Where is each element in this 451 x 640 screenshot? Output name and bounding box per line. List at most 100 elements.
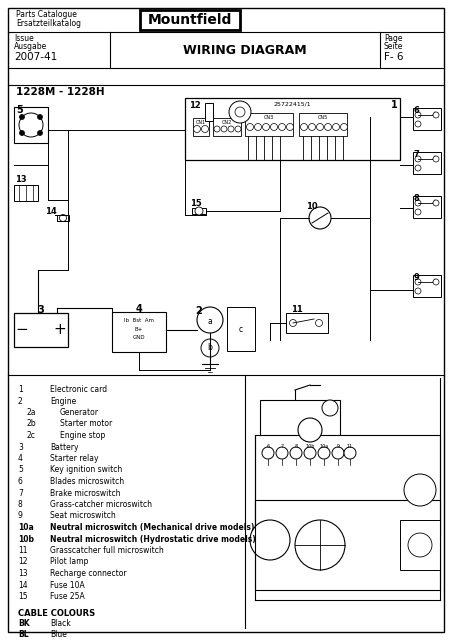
Circle shape [432, 156, 438, 162]
Text: 7: 7 [18, 488, 23, 497]
Circle shape [340, 124, 347, 131]
Text: +: + [54, 323, 66, 337]
Circle shape [235, 126, 240, 132]
Text: Generator: Generator [60, 408, 99, 417]
Text: 10: 10 [305, 202, 317, 211]
Text: 1: 1 [18, 385, 23, 394]
Text: Brake microswitch: Brake microswitch [50, 488, 120, 497]
Text: Engine: Engine [50, 397, 76, 406]
Bar [244, 113, 292, 136]
Bar [285, 313, 327, 333]
Text: a: a [207, 317, 212, 326]
Text: CN2: CN2 [221, 120, 232, 125]
Bar [226, 307, 254, 351]
Circle shape [270, 124, 277, 131]
Text: 2c: 2c [27, 431, 36, 440]
Text: 12: 12 [18, 557, 28, 566]
Text: Ersatzteilkatalog: Ersatzteilkatalog [16, 19, 81, 28]
Text: Blue: Blue [50, 630, 67, 639]
Circle shape [19, 115, 24, 120]
Text: 2a: 2a [27, 408, 37, 417]
Circle shape [321, 400, 337, 416]
Text: Electronic card: Electronic card [50, 385, 107, 394]
Text: 2b: 2b [27, 419, 37, 429]
Bar [192, 208, 206, 214]
Circle shape [407, 533, 431, 557]
Text: 7: 7 [280, 444, 283, 449]
Text: 9: 9 [336, 444, 339, 449]
Circle shape [227, 126, 234, 132]
Text: Black: Black [50, 620, 71, 628]
Text: 4: 4 [18, 454, 23, 463]
Text: 2: 2 [18, 397, 23, 406]
Circle shape [60, 214, 66, 221]
Text: 14: 14 [45, 207, 57, 216]
Circle shape [246, 124, 253, 131]
Bar [399, 520, 439, 570]
Text: Pilot lamp: Pilot lamp [50, 557, 88, 566]
Circle shape [249, 520, 290, 560]
Text: CN3: CN3 [263, 115, 273, 120]
Circle shape [201, 125, 208, 132]
Text: 1: 1 [391, 100, 397, 110]
Text: 14: 14 [18, 580, 28, 589]
Text: 13: 13 [18, 569, 28, 578]
Bar [14, 313, 68, 347]
Text: CABLE COLOURS: CABLE COLOURS [18, 609, 95, 618]
Text: 10b: 10b [18, 534, 34, 543]
Circle shape [414, 112, 420, 118]
Circle shape [308, 207, 330, 229]
Text: Ib  Bst  Am: Ib Bst Am [124, 318, 154, 323]
Text: Recharge connector: Recharge connector [50, 569, 126, 578]
Circle shape [318, 447, 329, 459]
Circle shape [19, 113, 43, 137]
Circle shape [414, 121, 420, 127]
Circle shape [297, 418, 321, 442]
Text: 10a: 10a [18, 523, 34, 532]
Text: Neutral microswitch (Hydrostatic drive models): Neutral microswitch (Hydrostatic drive m… [50, 534, 255, 543]
Circle shape [254, 124, 261, 131]
Circle shape [414, 200, 420, 206]
Circle shape [289, 319, 296, 326]
Text: CN1: CN1 [195, 120, 206, 125]
Text: 1228M - 1228H: 1228M - 1228H [16, 87, 104, 97]
Bar [112, 312, 166, 352]
Text: Key ignition switch: Key ignition switch [50, 465, 122, 474]
Circle shape [221, 126, 226, 132]
Circle shape [403, 474, 435, 506]
Text: CN5: CN5 [317, 115, 327, 120]
Circle shape [432, 200, 438, 206]
Text: Starter motor: Starter motor [60, 419, 112, 429]
Circle shape [197, 307, 222, 333]
Text: −: − [16, 323, 28, 337]
Text: 8: 8 [18, 500, 23, 509]
Text: Neutral microswitch (Mechanical drive models): Neutral microswitch (Mechanical drive mo… [50, 523, 254, 532]
Text: Page: Page [383, 34, 401, 43]
Circle shape [315, 319, 322, 326]
Circle shape [193, 125, 200, 132]
Text: BK: BK [18, 620, 30, 628]
Circle shape [37, 131, 42, 136]
Text: Battery: Battery [50, 442, 78, 451]
Circle shape [414, 209, 420, 215]
Bar [412, 152, 440, 174]
Circle shape [213, 126, 220, 132]
Text: 10b: 10b [304, 444, 314, 449]
Bar [14, 185, 38, 201]
Circle shape [308, 124, 315, 131]
Text: 3: 3 [18, 442, 23, 451]
Text: 5: 5 [16, 105, 23, 115]
Bar [299, 113, 346, 136]
Text: Grasscatcher full microswitch: Grasscatcher full microswitch [50, 546, 163, 555]
Bar [14, 107, 48, 143]
Bar [184, 98, 399, 160]
Text: Seite: Seite [383, 42, 402, 51]
Text: BL: BL [18, 630, 28, 639]
Text: Fuse 10A: Fuse 10A [50, 580, 85, 589]
Circle shape [300, 124, 307, 131]
Text: Engine stop: Engine stop [60, 431, 105, 440]
Text: Blades microswitch: Blades microswitch [50, 477, 124, 486]
Circle shape [19, 131, 24, 136]
Bar [205, 103, 212, 121]
Text: 2: 2 [194, 306, 201, 316]
